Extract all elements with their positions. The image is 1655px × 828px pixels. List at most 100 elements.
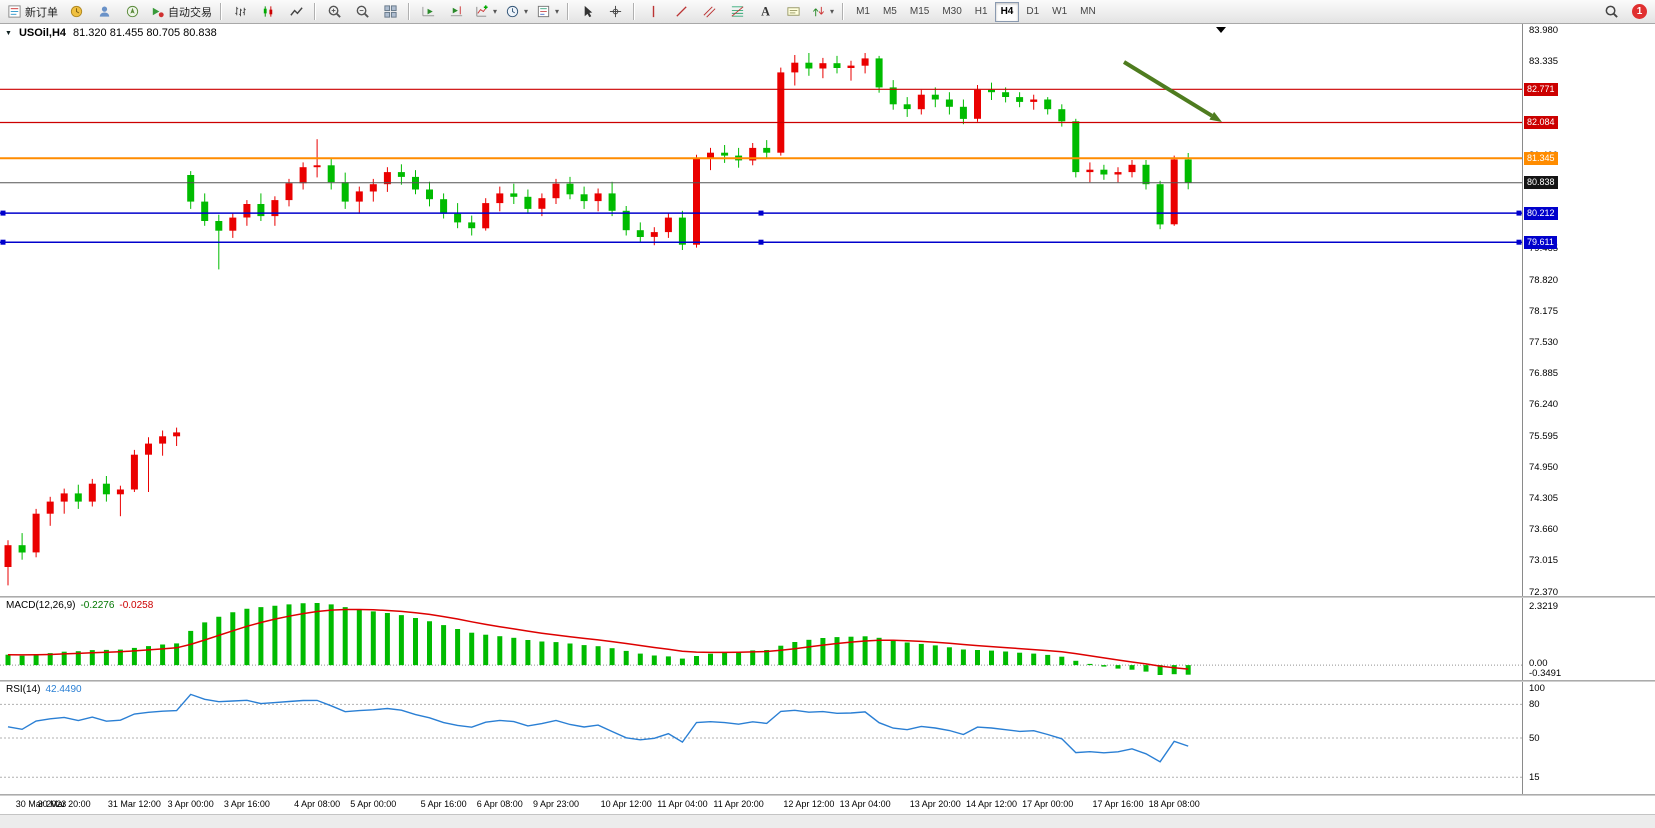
indicators-button[interactable]: ▾ — [470, 1, 501, 23]
line-handle[interactable] — [758, 210, 764, 216]
search-icon — [1604, 4, 1619, 19]
rsi-panel[interactable] — [0, 682, 1522, 794]
time-label: 6 Apr 08:00 — [476, 799, 523, 809]
line-handle[interactable] — [0, 210, 6, 216]
time-label: 13 Apr 04:00 — [839, 799, 891, 809]
timeframe-d1-button[interactable]: D1 — [1026, 5, 1040, 17]
panel-splitter[interactable] — [0, 596, 1655, 598]
price-tick: 76.240 — [1529, 399, 1559, 411]
toolbar-separator — [633, 3, 636, 20]
zoom-in-icon — [327, 4, 342, 19]
search-button[interactable] — [1597, 1, 1625, 23]
text-button[interactable]: A — [751, 1, 779, 23]
price-tick: 76.885 — [1529, 368, 1559, 380]
auto-trading-button[interactable]: 自动交易 — [146, 1, 216, 23]
price-tag-79.611: 79.611 — [1524, 235, 1557, 249]
main-toolbar: 新订单 自动交易 ▾ ▾ ▾ A ▾ M1 M5 M15 M30 H1 H4 D1 W1 MN 1 — [0, 0, 1655, 24]
timeframe-h1-button[interactable]: H1 — [974, 5, 988, 17]
fibonacci-button[interactable] — [723, 1, 751, 23]
line-chart-button[interactable] — [282, 1, 310, 23]
data-window-button[interactable] — [90, 1, 118, 23]
macd-axis: 2.3219 0.00 -0.3491 — [1522, 598, 1655, 680]
line-handle[interactable] — [758, 239, 764, 245]
candle-chart-icon — [261, 4, 276, 19]
collapse-triangle-icon[interactable]: ▼ — [5, 29, 12, 37]
timeframe-m30-button[interactable]: M30 — [942, 5, 962, 17]
new-order-button[interactable]: 新订单 — [3, 1, 62, 23]
line-handle[interactable] — [0, 239, 6, 245]
timeframe-w1-button[interactable]: W1 — [1052, 5, 1068, 17]
price-tag-80.838: 80.838 — [1524, 176, 1558, 190]
macd-panel[interactable] — [0, 598, 1522, 680]
chart-shift-button[interactable] — [442, 1, 470, 23]
macd-signal-line — [7, 608, 1189, 670]
arrows-icon — [811, 4, 826, 19]
toolbar-separator — [314, 3, 316, 20]
bar-chart-button[interactable] — [226, 1, 254, 23]
trendline-button[interactable] — [667, 1, 695, 23]
price-tick: 73.660 — [1529, 524, 1559, 536]
zoom-out-button[interactable] — [348, 1, 376, 23]
rsi-name: RSI(14) — [6, 684, 41, 695]
toolbar-separator — [408, 3, 410, 20]
periods-icon — [505, 4, 520, 19]
time-label: 17 Apr 00:00 — [1022, 799, 1074, 809]
rsi-axis-label: 80 — [1529, 699, 1540, 711]
time-axis: 30 Mar 2023 30 Mar 20:00 31 Mar 12:00 3 Apr… — [0, 796, 1655, 814]
vertical-line-button[interactable] — [639, 1, 667, 23]
timeframe-group: M1 M5 M15 M30 H1 H4 D1 W1 MN — [850, 1, 1102, 22]
text-label-button[interactable] — [779, 1, 807, 23]
time-label: 4 Apr 08:00 — [294, 799, 341, 809]
timeframe-mn-button[interactable]: MN — [1080, 5, 1096, 17]
crosshair-button[interactable] — [601, 1, 629, 23]
data-window-icon — [97, 4, 112, 19]
panel-splitter[interactable] — [0, 680, 1655, 682]
main-chart[interactable] — [0, 24, 1522, 596]
arrows-button[interactable]: ▾ — [807, 1, 838, 23]
rsi-axis-label: 15 — [1529, 772, 1540, 784]
templates-icon — [536, 4, 551, 19]
market-watch-button[interactable] — [62, 1, 90, 23]
price-tick: 75.595 — [1529, 430, 1559, 442]
timeframe-m15-button[interactable]: M15 — [909, 5, 930, 17]
scroll-marker-icon — [1216, 27, 1226, 33]
periods-button[interactable]: ▾ — [501, 1, 532, 23]
symbol-period-label: USOil,H4 — [18, 27, 67, 39]
vertical-line-icon — [646, 4, 661, 19]
price-tick: 73.015 — [1529, 555, 1559, 567]
tile-windows-button[interactable] — [376, 1, 404, 23]
time-label: 14 Apr 12:00 — [965, 799, 1018, 809]
macd-axis-min: -0.3491 — [1529, 668, 1562, 679]
bottom-strip — [0, 814, 1655, 828]
trendline-icon — [674, 4, 689, 19]
candle-chart-button[interactable] — [254, 1, 282, 23]
notification-badge[interactable]: 1 — [1632, 4, 1647, 19]
line-handle[interactable] — [1516, 239, 1522, 245]
time-label: 10 Apr 12:00 — [600, 799, 652, 809]
auto-scroll-button[interactable] — [414, 1, 442, 23]
text-label-icon — [786, 4, 801, 19]
macd-axis-max: 2.3219 — [1529, 601, 1559, 612]
new-order-button-label: 新订单 — [25, 6, 58, 19]
rsi-label: RSI(14) 42.4490 — [6, 684, 82, 695]
cursor-button[interactable] — [573, 1, 601, 23]
line-chart-icon — [289, 4, 304, 19]
auto-trading-button-label: 自动交易 — [168, 6, 212, 19]
navigator-button[interactable] — [118, 1, 146, 23]
timeframe-m5-button[interactable]: M5 — [882, 5, 897, 17]
price-tag-81.345: 81.345 — [1524, 151, 1558, 165]
dropdown-caret-icon: ▾ — [493, 7, 498, 16]
timeframe-h4-button[interactable]: H4 — [994, 1, 1020, 22]
zoom-in-button[interactable] — [320, 1, 348, 23]
templates-button[interactable]: ▾ — [532, 1, 563, 23]
ohlc-values: 81.320 81.455 80.705 80.838 — [73, 27, 217, 39]
timeframe-m1-button[interactable]: M1 — [856, 5, 870, 17]
fibonacci-icon — [730, 4, 745, 19]
arrow-annotation-head[interactable] — [1209, 111, 1222, 122]
line-handle[interactable] — [1516, 210, 1522, 216]
channel-button[interactable] — [695, 1, 723, 23]
price-tick: 74.305 — [1529, 493, 1559, 504]
panel-splitter[interactable] — [0, 794, 1655, 796]
time-label: 13 Apr 20:00 — [909, 799, 961, 809]
arrow-annotation[interactable] — [1122, 60, 1213, 118]
